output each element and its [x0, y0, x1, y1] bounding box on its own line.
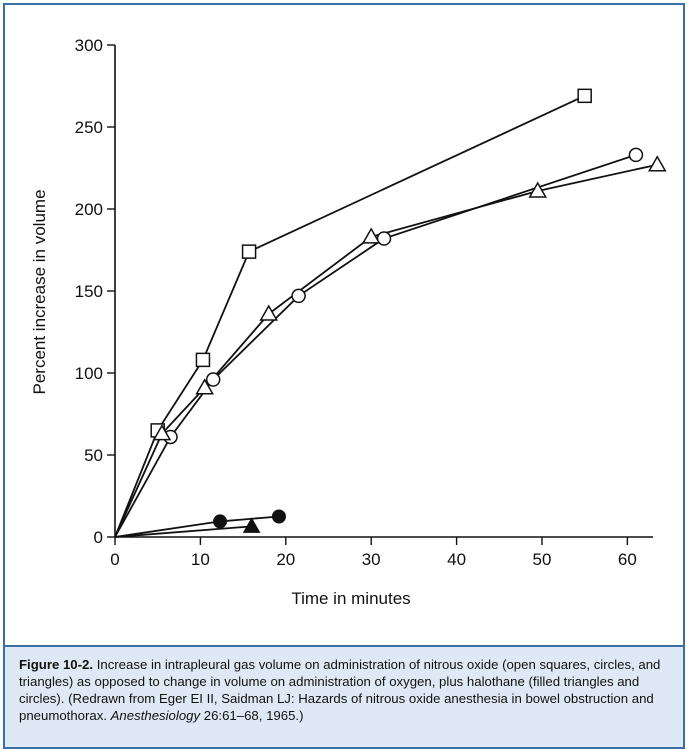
y-tick-label: 100: [75, 364, 103, 383]
y-tick-label: 250: [75, 118, 103, 137]
data-point-open-circle: [628, 147, 644, 163]
data-point-filled-circle: [213, 514, 228, 529]
y-axis-label: Percent increase in volume: [30, 189, 49, 394]
data-point-open-triangle: [361, 227, 381, 244]
caption-text-2: 26:61–68, 1965.): [200, 708, 304, 723]
y-tick-label: 300: [75, 36, 103, 55]
y-tick-label: 50: [84, 446, 103, 465]
data-point-open-triangle: [259, 304, 279, 321]
series-lines: [114, 95, 658, 538]
chart-area: 0 10 20 30 40 50 60 0 50 100 150 200 250 300 Time in …: [5, 5, 683, 645]
x-tick-label: 40: [447, 550, 466, 569]
figure-caption: Figure 10-2. Increase in intrapleural ga…: [5, 645, 683, 747]
y-tick-label: 150: [75, 282, 103, 301]
data-point-open-square: [241, 244, 257, 259]
caption-text-1: Increase in intrapleural gas volume on a…: [19, 657, 661, 723]
data-point-open-triangle: [647, 155, 667, 172]
data-point-open-circle: [291, 288, 306, 304]
x-tick-label: 30: [362, 550, 381, 569]
data-point-open-square: [195, 352, 211, 368]
caption-label: Figure 10-2.: [19, 657, 94, 672]
series-line-open-square: [114, 95, 586, 538]
y-tick-label: 200: [75, 200, 103, 219]
caption-journal: Anesthesiology: [110, 708, 201, 723]
series-line-filled-triangle: [114, 525, 252, 538]
x-tick-label: 60: [618, 550, 637, 569]
data-point-open-square: [577, 88, 592, 104]
data-point-open-circle: [205, 372, 221, 387]
x-tick-label: 0: [110, 550, 119, 569]
data-point-open-triangle: [528, 181, 548, 198]
x-tick-label: 20: [276, 550, 295, 569]
x-axis-label: Time in minutes: [291, 589, 410, 608]
series-markers: [150, 88, 667, 533]
data-point-open-triangle: [195, 378, 214, 395]
x-tick-label: 50: [533, 550, 552, 569]
data-point-filled-circle: [271, 509, 286, 524]
data-point-open-triangle: [152, 424, 172, 441]
chart-axes: 0 10 20 30 40 50 60 0 50 100 150 200 250 300: [75, 36, 653, 569]
line-chart: 0 10 20 30 40 50 60 0 50 100 150 200 250 300 Time in …: [30, 36, 667, 608]
y-tick-label: 0: [94, 528, 103, 547]
series-line-open-circle: [114, 154, 637, 538]
data-point-filled-triangle: [242, 517, 261, 533]
series-line-open-triangle: [114, 163, 658, 538]
figure-frame: 0 10 20 30 40 50 60 0 50 100 150 200 250 300 Time in …: [3, 3, 685, 749]
x-tick-label: 10: [191, 550, 210, 569]
